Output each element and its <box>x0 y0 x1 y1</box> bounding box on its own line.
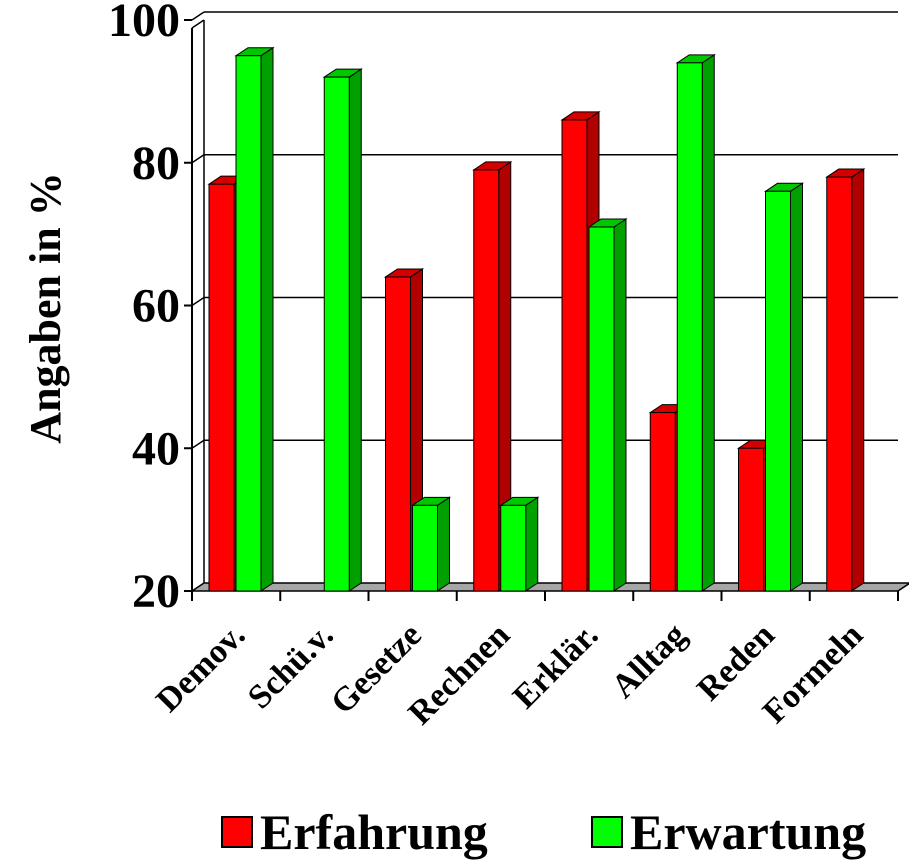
bar-erwartung-0 <box>234 46 275 592</box>
x-category-label: Demov. <box>149 616 252 719</box>
gridline-side <box>191 11 205 21</box>
x-category-label: Alltag <box>605 616 694 705</box>
y-tick-label: 40 <box>132 422 180 475</box>
bar-erwartung-6 <box>763 182 805 592</box>
legend-label: Erwartung <box>630 804 866 860</box>
legend-item-erwartung: Erwartung <box>591 804 866 860</box>
y-axis-title: Angaben in % <box>21 172 70 443</box>
x-category-label: Erklär. <box>506 616 605 715</box>
legend: Erfahrung Erwartung <box>221 804 866 860</box>
legend-item-erfahrung: Erfahrung <box>221 804 488 860</box>
y-tick-label: 20 <box>132 565 180 618</box>
x-category-label: Formeln <box>756 616 870 730</box>
bar-erwartung-3 <box>499 496 540 592</box>
gridline-side <box>191 296 205 307</box>
legend-swatch <box>591 816 623 848</box>
bar-erfahrung-3 <box>472 160 513 592</box>
y-tick-labels: 20 40 60 80 100 <box>108 0 192 618</box>
y-tick-label: 100 <box>108 0 180 47</box>
y-axis-top-edge <box>191 19 205 29</box>
legend-label: Erfahrung <box>260 804 488 860</box>
y-tick-label: 80 <box>132 137 180 190</box>
bars <box>207 46 866 592</box>
gridline-side <box>191 439 205 449</box>
bar-erwartung-1 <box>322 68 363 592</box>
y-tick-label: 60 <box>132 280 180 333</box>
axes <box>191 19 899 601</box>
bar-erwartung-2 <box>410 496 452 592</box>
legend-swatch <box>221 816 253 848</box>
bar-erwartung-5 <box>675 53 716 592</box>
bar-erwartung-4 <box>587 218 628 592</box>
x-category-label: Schü.v. <box>241 616 341 716</box>
bar-erfahrung-7 <box>825 168 866 592</box>
gridline-side <box>191 154 205 164</box>
